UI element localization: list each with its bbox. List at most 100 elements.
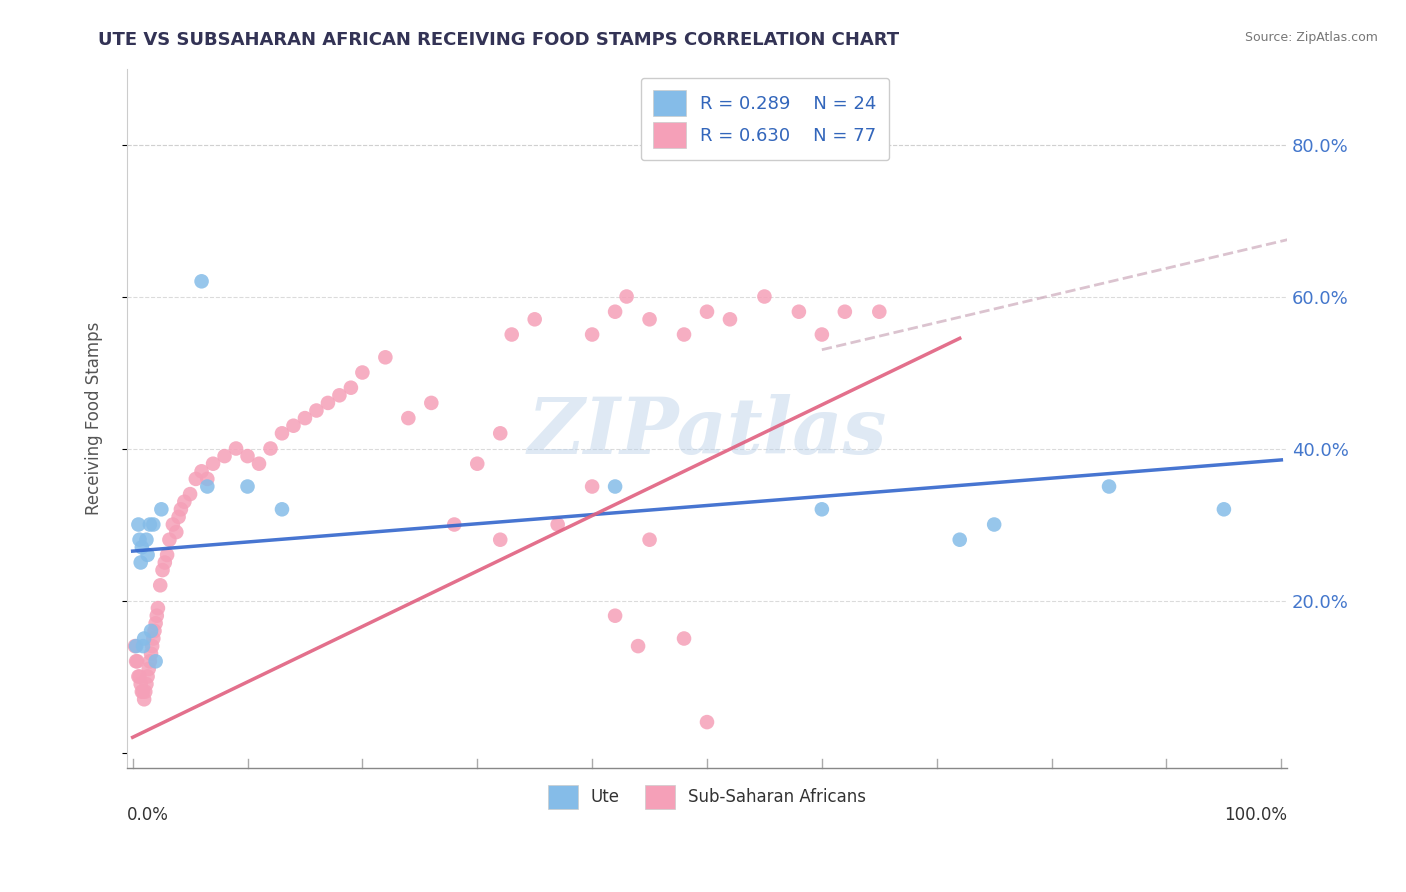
Point: [142, 517, 165, 532]
Point: [420, 396, 443, 410]
Point: [236, 449, 259, 463]
Point: [673, 632, 696, 646]
Point: [603, 608, 626, 623]
Point: [138, 662, 160, 676]
Point: [128, 533, 150, 547]
Point: [195, 479, 218, 493]
Point: [328, 388, 350, 402]
Point: [236, 479, 259, 493]
Legend: Ute, Sub-Saharan Africans: Ute, Sub-Saharan Africans: [541, 779, 873, 815]
Point: [146, 608, 169, 623]
Point: [125, 639, 148, 653]
Point: [127, 654, 149, 668]
Text: Source: ZipAtlas.com: Source: ZipAtlas.com: [1244, 31, 1378, 45]
Point: [190, 464, 212, 478]
Point: [811, 327, 834, 342]
Point: [718, 312, 741, 326]
Text: 0.0%: 0.0%: [127, 806, 169, 824]
Text: ZIPatlas: ZIPatlas: [527, 394, 887, 470]
Point: [150, 502, 173, 516]
Point: [125, 654, 148, 668]
Point: [190, 274, 212, 288]
Point: [673, 327, 696, 342]
Point: [167, 509, 190, 524]
Point: [135, 533, 157, 547]
Point: [294, 411, 316, 425]
Point: [1098, 479, 1121, 493]
Point: [139, 647, 162, 661]
Point: [627, 639, 650, 653]
Point: [179, 487, 201, 501]
Point: [156, 548, 179, 562]
Point: [127, 517, 149, 532]
Point: [638, 533, 661, 547]
Point: [225, 442, 247, 456]
Point: [152, 563, 174, 577]
Point: [129, 677, 152, 691]
Point: [696, 304, 718, 318]
Point: [139, 517, 162, 532]
Point: [283, 418, 305, 433]
Point: [834, 304, 856, 318]
Point: [271, 426, 294, 441]
Point: [305, 403, 328, 417]
Point: [983, 517, 1005, 532]
Point: [581, 327, 603, 342]
Point: [754, 289, 776, 303]
Point: [143, 624, 166, 638]
Point: [489, 533, 512, 547]
Point: [162, 517, 184, 532]
Point: [142, 632, 165, 646]
Point: [131, 541, 153, 555]
Point: [868, 304, 890, 318]
Point: [153, 556, 176, 570]
Point: [134, 684, 156, 698]
Point: [134, 632, 156, 646]
Point: [374, 351, 396, 365]
Point: [501, 327, 523, 342]
Point: [616, 289, 638, 303]
Point: [195, 472, 218, 486]
Point: [170, 502, 193, 516]
Point: [139, 624, 162, 638]
Point: [132, 684, 155, 698]
Point: [124, 639, 146, 653]
Point: [145, 616, 167, 631]
Point: [1212, 502, 1234, 516]
Point: [603, 304, 626, 318]
Point: [259, 442, 281, 456]
Point: [135, 677, 157, 691]
Point: [696, 715, 718, 730]
Point: [139, 654, 162, 668]
Text: UTE VS SUBSAHARAN AFRICAN RECEIVING FOOD STAMPS CORRELATION CHART: UTE VS SUBSAHARAN AFRICAN RECEIVING FOOD…: [98, 31, 900, 49]
Point: [787, 304, 810, 318]
Point: [136, 669, 159, 683]
Point: [603, 479, 626, 493]
Point: [547, 517, 569, 532]
Point: [271, 502, 294, 516]
Point: [141, 639, 163, 653]
Point: [128, 669, 150, 683]
Point: [131, 684, 153, 698]
Point: [214, 449, 236, 463]
Point: [173, 494, 195, 508]
Point: [129, 556, 152, 570]
Point: [316, 396, 339, 410]
Point: [127, 669, 149, 683]
Point: [811, 502, 834, 516]
Point: [581, 479, 603, 493]
Point: [340, 381, 363, 395]
Point: [157, 533, 180, 547]
Point: [396, 411, 419, 425]
Y-axis label: Receiving Food Stamps: Receiving Food Stamps: [86, 321, 103, 515]
Point: [202, 457, 225, 471]
Point: [134, 692, 156, 706]
Point: [184, 472, 207, 486]
Point: [247, 457, 270, 471]
Point: [465, 457, 488, 471]
Point: [149, 578, 172, 592]
Point: [489, 426, 512, 441]
Point: [443, 517, 465, 532]
Point: [949, 533, 972, 547]
Point: [638, 312, 661, 326]
